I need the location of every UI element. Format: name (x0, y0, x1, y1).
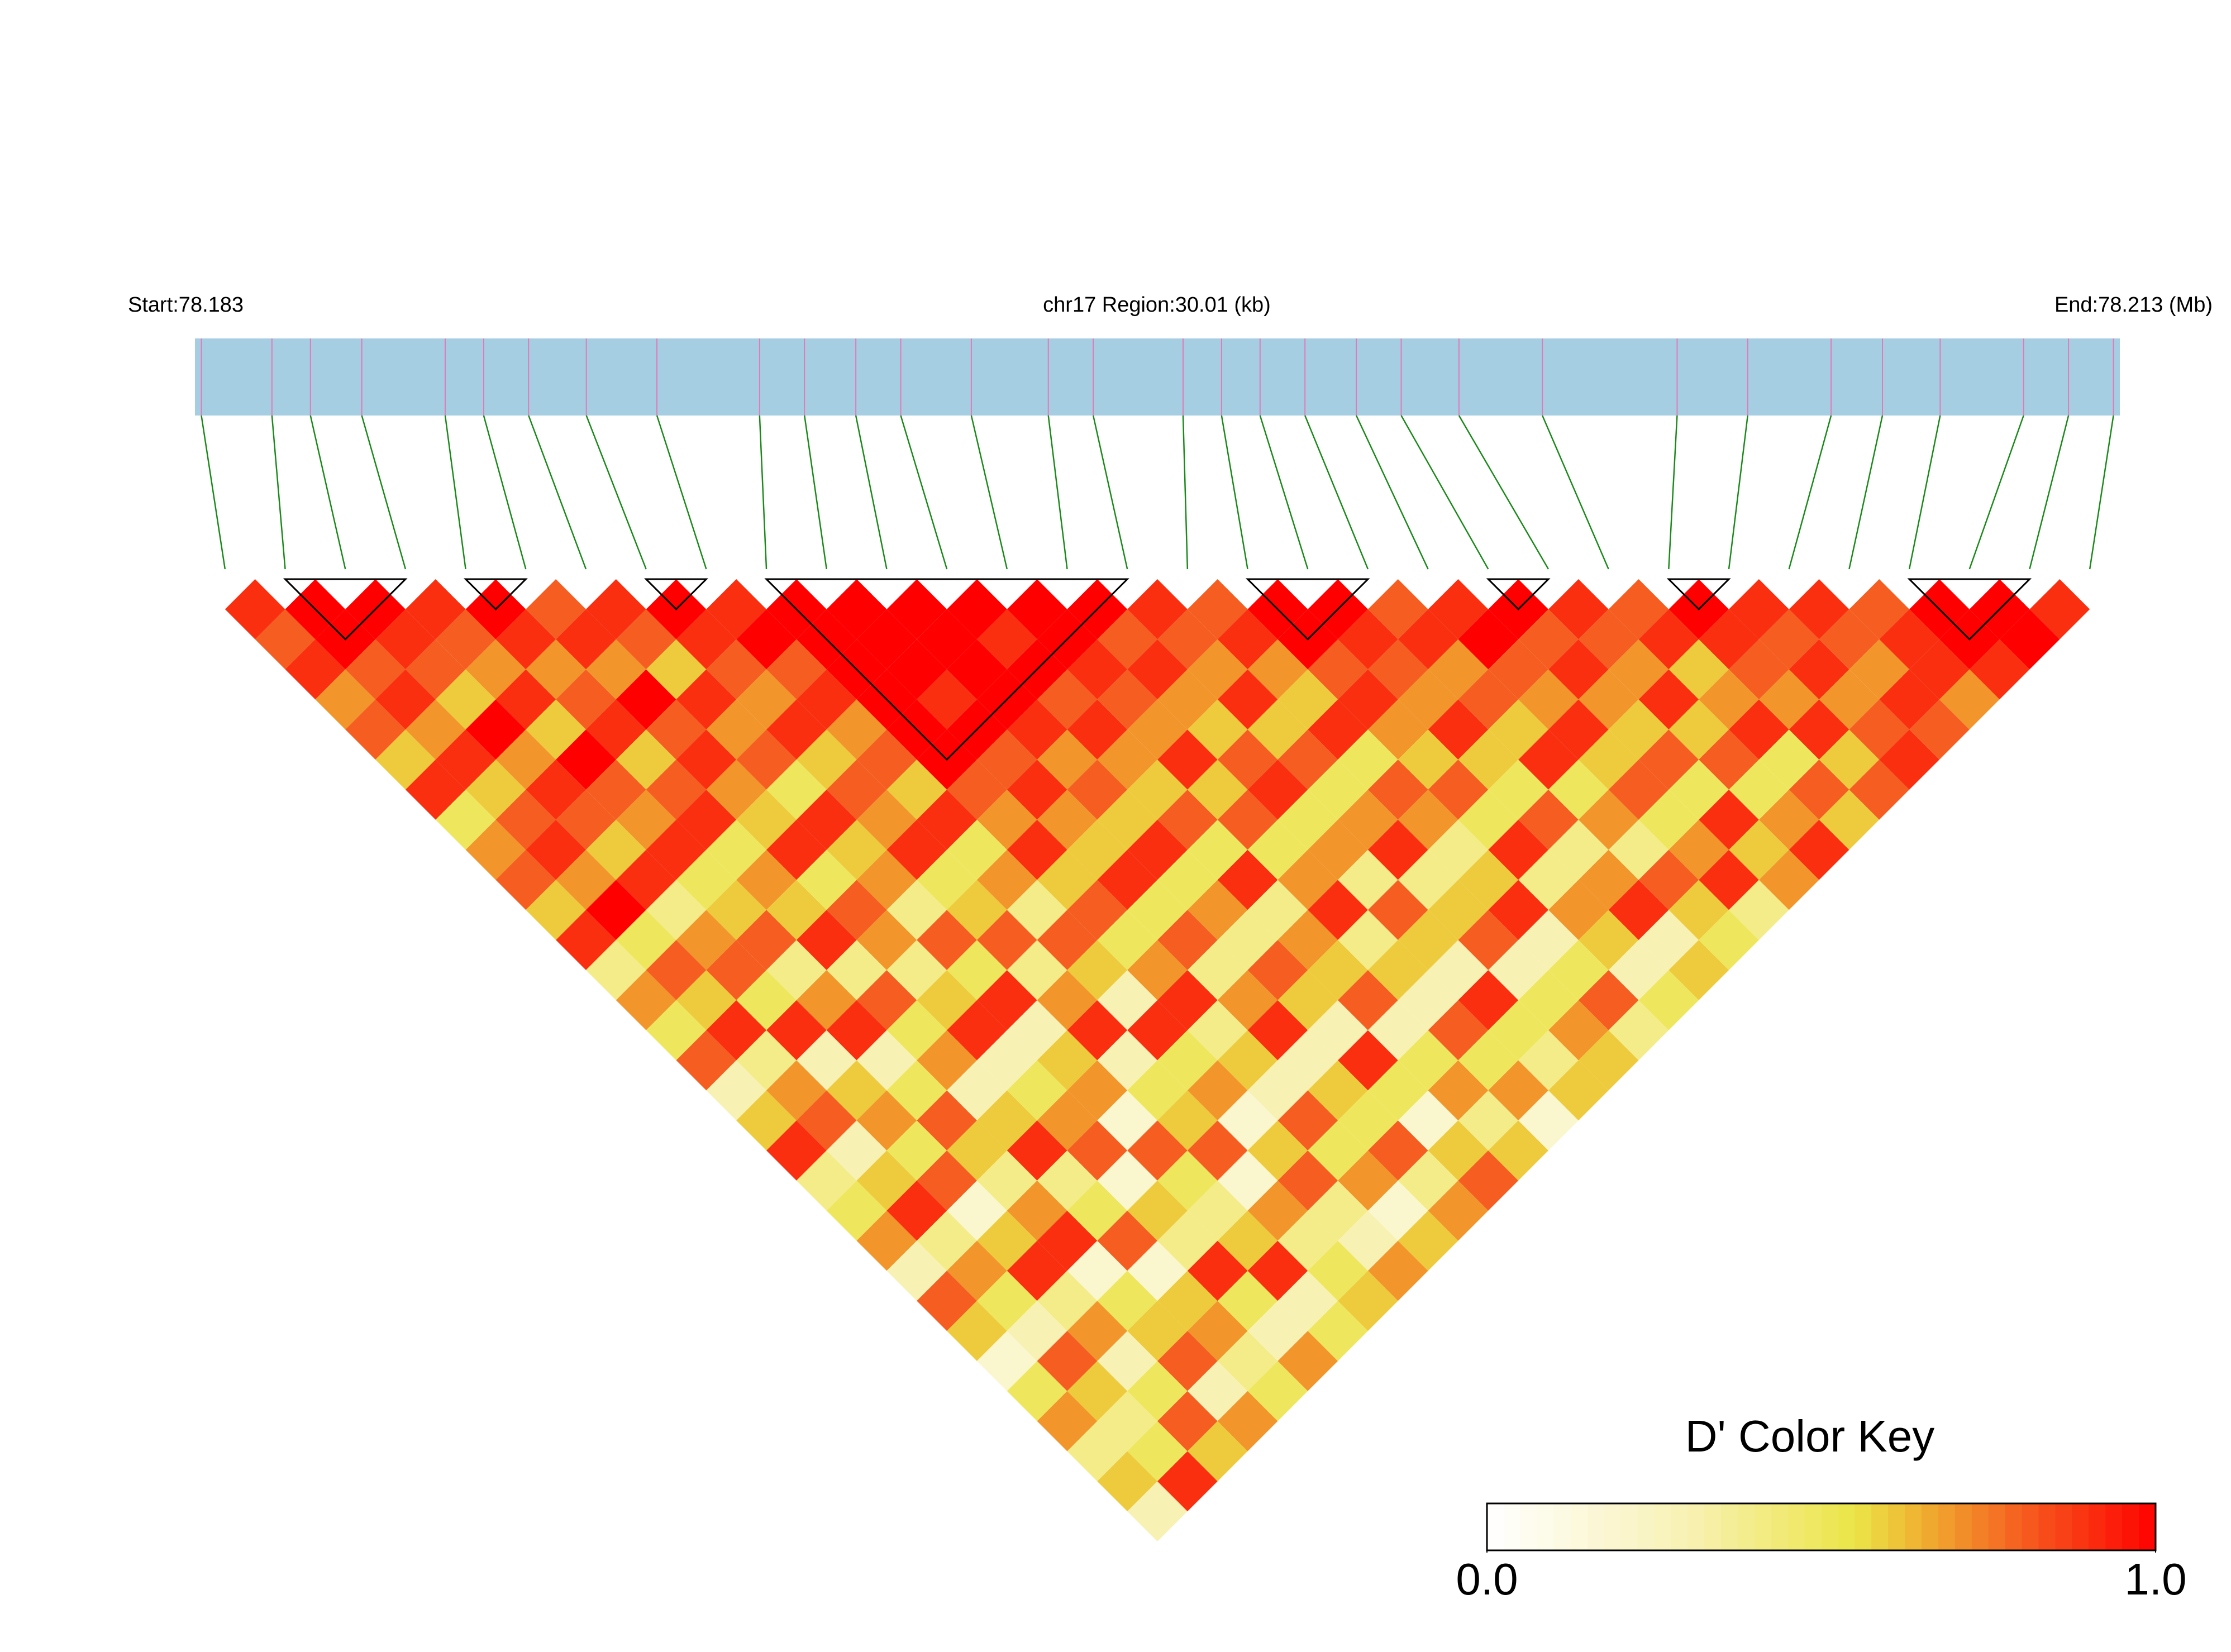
key-swatch (1503, 1503, 1521, 1550)
snp-link (1182, 415, 1189, 570)
key-swatch (1905, 1503, 1922, 1550)
end-label: End:78.213 (Mb) (2054, 293, 2213, 317)
key-tick-label: 1.0 (2124, 1554, 2186, 1604)
snp-link (1458, 415, 1550, 570)
key-swatch (1604, 1503, 1621, 1550)
key-swatch (2105, 1503, 2123, 1550)
snp-link (1728, 415, 1749, 570)
ld-block (644, 578, 708, 610)
snp-link (1304, 415, 1369, 570)
snp-link (271, 415, 286, 570)
key-swatch (1821, 1503, 1838, 1550)
key-swatch (1938, 1503, 1956, 1550)
key-swatch (1637, 1503, 1655, 1550)
snp-link (1542, 415, 1609, 570)
ld-block (1666, 578, 1731, 610)
ld-block (764, 578, 1129, 761)
snp-link (900, 415, 948, 570)
key-swatch (1737, 1503, 1755, 1550)
start-label: Start:78.183 (128, 293, 244, 317)
key-swatch (1804, 1503, 1822, 1550)
key-swatch (2038, 1503, 2056, 1550)
snp-link (1908, 415, 1941, 570)
ld-cell (2029, 579, 2090, 639)
key-swatch (1855, 1503, 1872, 1550)
key-tick-label: 0.0 (1456, 1554, 1518, 1604)
snp-link (1848, 415, 1884, 570)
key-swatch (2122, 1503, 2139, 1550)
key-swatch (1687, 1503, 1705, 1550)
key-swatch (1838, 1503, 1855, 1550)
snp-link (759, 415, 767, 570)
snp-link (803, 415, 827, 570)
key-swatch (1587, 1503, 1604, 1550)
key-swatch (1671, 1503, 1688, 1550)
key-swatch (1520, 1503, 1538, 1550)
key-swatch (1922, 1503, 1939, 1550)
key-swatch (1754, 1503, 1772, 1550)
snp-link (201, 415, 226, 570)
snp-link (585, 415, 647, 570)
snp-link (444, 415, 466, 570)
snp-link (309, 415, 346, 570)
key-swatch (1704, 1503, 1722, 1550)
snp-link (2089, 415, 2114, 570)
snp-link (970, 415, 1008, 570)
key-swatch (1971, 1503, 1989, 1550)
key-swatch (1787, 1503, 1805, 1550)
key-swatch (1888, 1503, 1905, 1550)
key-swatch (1720, 1503, 1738, 1550)
ld-block (1907, 578, 2032, 641)
gene-bar (195, 338, 2120, 416)
key-swatch (1988, 1503, 2006, 1550)
key-swatch (2072, 1503, 2089, 1550)
snp-link (1259, 415, 1309, 570)
key-frame (1486, 1502, 2157, 1551)
snp-link (1355, 415, 1429, 570)
snp-link (483, 415, 527, 570)
snp-link (361, 415, 407, 570)
snp-link (1092, 415, 1128, 570)
ld-block (283, 578, 408, 641)
key-swatch (1954, 1503, 1972, 1550)
key-swatch (1570, 1503, 1588, 1550)
key-swatch (1487, 1503, 1504, 1550)
key-swatch (1537, 1503, 1555, 1550)
snp-link (1788, 415, 1832, 570)
snp-link (1668, 415, 1678, 570)
key-swatch (1620, 1503, 1638, 1550)
snp-link (1221, 415, 1248, 570)
snp-link (855, 415, 888, 570)
snp-link (1047, 415, 1068, 570)
key-swatch (2005, 1503, 2023, 1550)
key-swatch (1553, 1503, 1571, 1550)
key-swatch (2089, 1503, 2106, 1550)
snp-link (1968, 415, 2024, 570)
key-swatch (2055, 1503, 2072, 1550)
region-label: chr17 Region:30.01 (kb) (1043, 293, 1271, 317)
key-title: D' Color Key (1685, 1411, 1935, 1461)
key-swatch (2139, 1503, 2156, 1550)
key-swatch (1871, 1503, 1889, 1550)
ld-block (1245, 578, 1370, 641)
snp-link (656, 415, 707, 570)
key-swatch (1771, 1503, 1789, 1550)
snp-link (1400, 415, 1489, 570)
ld-block (1486, 578, 1551, 610)
snp-link (2029, 415, 2070, 570)
snp-link (528, 415, 587, 570)
key-swatch (1654, 1503, 1671, 1550)
key-swatch (2022, 1503, 2039, 1550)
ld-block (463, 578, 528, 610)
